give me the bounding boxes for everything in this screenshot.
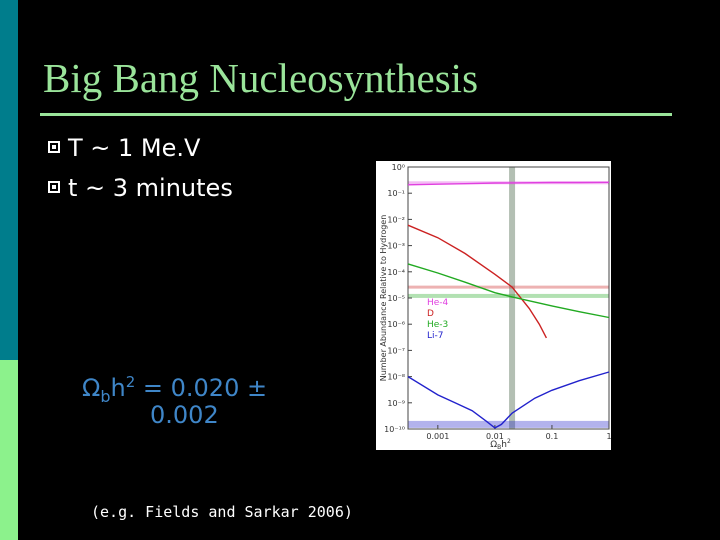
baryon-density-formula: Ωbh2 = 0.020 ± (82, 367, 267, 412)
y-tick-label: 10⁻⁴ (387, 268, 405, 277)
formula-h: h (110, 374, 126, 402)
side-bar-bottom (0, 360, 18, 540)
observed-band-li-7 (408, 420, 609, 428)
observed-band-d (408, 285, 609, 289)
y-axis-label: Number Abundance Relative to Hydrogen (379, 215, 388, 382)
citation: (e.g. Fields and Sarkar 2006) (91, 503, 353, 521)
x-axis-label: ΩBh2 (490, 438, 511, 450)
y-tick-label: 10⁰ (392, 163, 405, 172)
y-tick-label: 10⁻⁹ (387, 399, 405, 408)
y-tick-label: 10⁻⁶ (387, 320, 405, 329)
y-tick-label: 10⁻¹ (387, 189, 405, 198)
formula-superscript: 2 (125, 373, 136, 391)
title-underline (40, 113, 672, 116)
omega-symbol: Ω (82, 374, 101, 402)
x-tick-label: 0.1 (546, 432, 559, 441)
series-line-li-7 (407, 371, 610, 429)
x-tick-label: 0.001 (426, 432, 449, 441)
abundance-chart: 10⁰ 10⁻¹ 10⁻² 10⁻³ 10⁻⁴ 10⁻⁵ 10⁻⁶ 10⁻⁷ 10⁻⁸ 10⁻⁹ 1… (376, 161, 612, 451)
square-bullet-icon (48, 181, 60, 193)
legend-entry-he-4: He-4 (427, 298, 449, 308)
legend-entry-he-3: He-3 (427, 320, 448, 330)
bullet-text: T ~ 1 Me.V (68, 134, 201, 162)
bullet-item-time: t ~ 3 minutes (48, 173, 233, 203)
formula-uncertainty: 0.002 (150, 401, 219, 429)
abundance-chart-svg: 10⁰ 10⁻¹ 10⁻² 10⁻³ 10⁻⁴ 10⁻⁵ 10⁻⁶ 10⁻⁷ 10⁻⁸ 10⁻⁹ 1… (379, 163, 612, 451)
y-tick-label: 10⁻⁸ (387, 373, 405, 382)
bullet-text: t ~ 3 minutes (68, 174, 233, 202)
bullet-item-temperature: T ~ 1 Me.V (48, 133, 200, 163)
y-tick-label: 10⁻⁷ (387, 346, 405, 355)
series-line-he-4 (407, 181, 610, 186)
series-line-he-3 (407, 263, 610, 319)
x-tick-label: 0.01 (486, 432, 504, 441)
y-tick-label: 10⁻² (387, 215, 405, 224)
legend-entry-d: D (427, 309, 434, 319)
omega-subscript: b (100, 386, 111, 406)
series-line-d (407, 224, 548, 339)
slide-title: Big Bang Nucleosynthesis (43, 55, 479, 101)
x-tick-label: 1 (606, 432, 611, 441)
legend-entry-li-7: Li-7 (427, 331, 444, 341)
formula-value: = 0.020 (135, 374, 247, 402)
y-tick-label: 10⁻³ (387, 242, 405, 251)
plus-minus-symbol: ± (246, 374, 268, 402)
y-tick-label: 10⁻¹⁰ (384, 425, 405, 434)
measured-density-band (509, 167, 516, 429)
side-bar-top (0, 0, 18, 360)
square-bullet-icon (48, 141, 60, 153)
y-tick-label: 10⁻⁵ (387, 294, 405, 303)
